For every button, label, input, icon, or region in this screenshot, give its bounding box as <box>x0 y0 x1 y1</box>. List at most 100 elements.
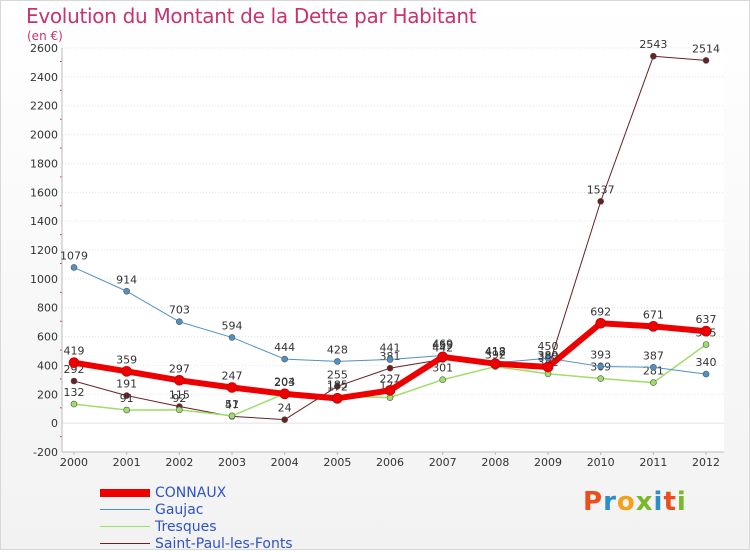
data-label: 442 <box>432 341 453 354</box>
data-label: 203 <box>274 376 295 389</box>
data-label: 389 <box>538 349 559 362</box>
data-point <box>648 321 659 332</box>
x-tick-label: 2000 <box>60 456 88 469</box>
data-point <box>70 400 78 408</box>
data-point <box>332 393 343 404</box>
logo-letter: P <box>583 487 604 517</box>
data-label: 2514 <box>692 42 720 55</box>
data-label: 359 <box>116 353 137 366</box>
y-tick-label: 800 <box>37 302 58 315</box>
data-label: 301 <box>432 362 453 375</box>
data-label: 692 <box>590 305 611 318</box>
data-point <box>228 412 236 420</box>
legend-swatch <box>100 488 150 497</box>
x-tick-label: 2002 <box>165 456 193 469</box>
data-label: 459 <box>432 339 453 352</box>
data-point <box>121 366 132 377</box>
data-label: 297 <box>169 362 190 375</box>
data-label: 637 <box>696 313 717 326</box>
y-tick-label: 1400 <box>30 215 58 228</box>
logo-letter: x <box>635 487 654 517</box>
y-tick-label: 1600 <box>30 186 58 199</box>
data-point <box>650 379 657 386</box>
data-point <box>228 334 236 341</box>
legend-swatch <box>100 525 150 528</box>
data-point <box>70 377 78 385</box>
data-label: 469 <box>432 337 453 350</box>
data-point <box>597 363 605 370</box>
data-label: 1537 <box>587 183 615 196</box>
legend-item: Gaujac <box>100 501 293 518</box>
logo-letter: i <box>676 487 687 517</box>
data-point <box>176 406 183 414</box>
y-tick-label: 0 <box>51 417 58 430</box>
legend-label: CONNAUX <box>155 484 227 501</box>
data-label: 412 <box>485 346 506 359</box>
logo-letter: o <box>616 487 636 517</box>
data-label: 914 <box>116 273 137 286</box>
y-tick-label: -200 <box>33 446 58 459</box>
data-point <box>176 318 183 326</box>
chart-unit: (en €) <box>27 29 63 43</box>
data-label: 185 <box>327 378 348 391</box>
data-point <box>174 374 185 386</box>
data-label: 2543 <box>639 38 667 51</box>
legend-label: Gaujac <box>155 501 204 518</box>
data-point <box>702 57 710 64</box>
data-point <box>70 264 78 271</box>
data-point <box>281 355 288 363</box>
logo-letter: r <box>603 487 617 517</box>
data-label: 428 <box>327 343 348 356</box>
y-tick-label: 400 <box>37 359 58 372</box>
legend-swatch <box>100 543 150 544</box>
data-point <box>595 317 607 329</box>
data-point <box>68 357 80 368</box>
data-label: 47 <box>225 398 239 411</box>
x-tick-label: 2007 <box>429 456 457 469</box>
data-label: 703 <box>169 304 190 317</box>
x-tick-label: 2009 <box>534 456 562 469</box>
data-point <box>597 198 605 205</box>
data-label: 450 <box>538 340 559 353</box>
data-label: 132 <box>64 386 85 399</box>
data-label: 418 <box>485 345 506 358</box>
y-tick-label: 1800 <box>30 157 58 170</box>
x-tick-label: 2012 <box>692 456 720 469</box>
data-point <box>702 341 710 348</box>
data-point <box>281 416 288 423</box>
x-tick-label: 2011 <box>639 456 667 469</box>
data-label: 227 <box>380 372 401 385</box>
data-label: 255 <box>327 368 348 381</box>
data-point <box>490 358 501 369</box>
y-tick-label: 2000 <box>30 129 58 142</box>
data-point <box>650 364 657 371</box>
y-tick-label: 2600 <box>30 42 58 55</box>
data-label: 204 <box>274 376 295 389</box>
legend-item: CONNAUX <box>100 484 293 501</box>
x-tick-label: 2005 <box>323 456 351 469</box>
data-label: 1079 <box>60 249 88 262</box>
data-label: 393 <box>590 348 611 361</box>
x-tick-label: 2010 <box>587 456 615 469</box>
chart-title: Evolution du Montant de la Dette par Hab… <box>26 4 477 28</box>
data-point <box>384 385 396 396</box>
data-label: 191 <box>116 378 137 391</box>
data-point <box>597 375 605 382</box>
data-label: 172 <box>327 380 348 393</box>
data-point <box>123 287 130 295</box>
data-point <box>386 364 394 372</box>
data-label: 247 <box>222 370 243 383</box>
x-tick-label: 2001 <box>113 456 141 469</box>
legend-swatch <box>100 509 150 510</box>
data-label: 392 <box>485 349 506 362</box>
x-tick-label: 2006 <box>376 456 404 469</box>
data-point <box>123 392 130 399</box>
legend-item: Tresques <box>100 518 293 535</box>
y-tick-label: 1000 <box>30 273 58 286</box>
legend-label: Saint-Paul-les-Fonts <box>155 535 293 552</box>
data-point <box>439 376 446 384</box>
data-label: 115 <box>169 389 190 402</box>
data-point <box>702 370 710 378</box>
data-point <box>226 382 238 393</box>
